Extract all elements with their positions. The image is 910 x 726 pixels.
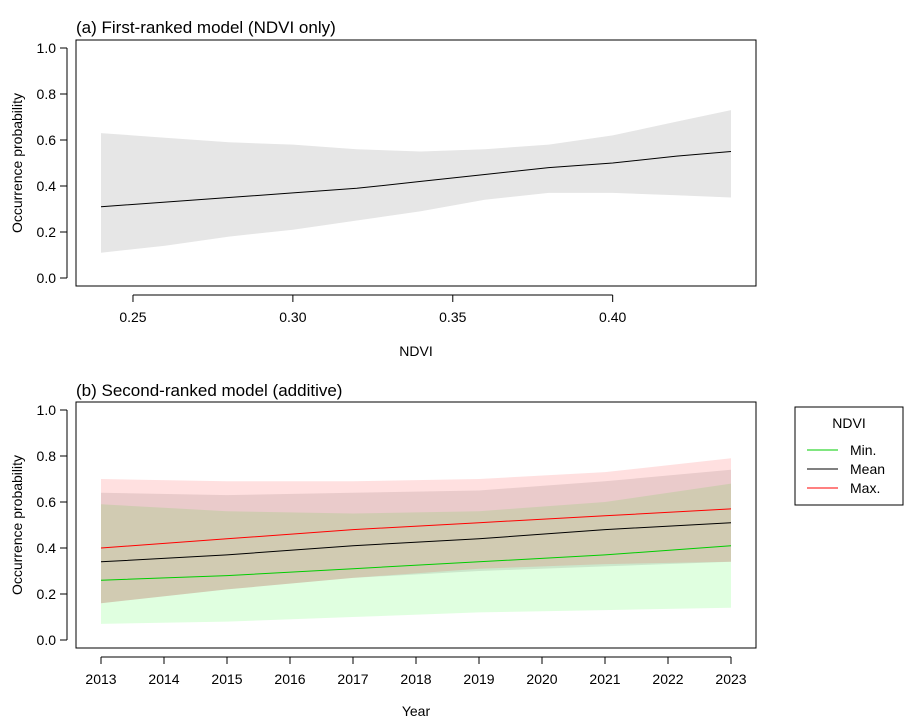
- panel-a-y-axis-label: Occurrence probability: [9, 93, 25, 233]
- b-x-tick-label: 2022: [652, 671, 683, 687]
- a-y-tick-label: 0.6: [37, 132, 57, 148]
- b-x-tick-label: 2018: [400, 671, 431, 687]
- panel-b-lines: [100, 508, 732, 581]
- legend-label-min: Min.: [850, 442, 876, 458]
- legend-label-max: Max.: [850, 480, 880, 496]
- legend: NDVI Min. Mean Max.: [794, 406, 904, 506]
- panel-a-y-axis: 0.0 0.2 0.4 0.6 0.8 1.0: [37, 40, 68, 286]
- a-x-tick-label: 0.25: [119, 309, 146, 325]
- panel-b-y-axis-label: Occurrence probability: [9, 455, 25, 595]
- panel-a-plot-frame: [75, 39, 757, 287]
- panel-a-x-axis: 0.25 0.30 0.35 0.40: [119, 294, 627, 325]
- b-confidence-band-max: [101, 458, 731, 604]
- b-y-tick-label: 1.0: [37, 402, 57, 418]
- legend-items: Min. Mean Max.: [807, 442, 885, 496]
- b-y-tick-label: 0.8: [37, 448, 57, 464]
- a-mean-line-series: [100, 151, 732, 208]
- b-x-tick-label: 2020: [526, 671, 557, 687]
- b-mean-line-min: [100, 545, 732, 581]
- panel-a-title: (a) First-ranked model (NDVI only): [76, 18, 336, 37]
- legend-label-mean: Mean: [850, 461, 885, 477]
- legend-title: NDVI: [832, 415, 865, 431]
- panel-a-x-axis-label: NDVI: [399, 343, 432, 359]
- panel-b-x-axis: 2013 2014 2015 2016 2017 2018 2019 2020 2021 2022…: [85, 656, 747, 687]
- b-x-tick-label: 2015: [211, 671, 242, 687]
- panel-b-bands: [101, 458, 731, 624]
- a-y-tick-label: 1.0: [37, 40, 57, 56]
- b-mean-line-max: [100, 508, 732, 549]
- a-x-tick-label: 0.30: [279, 309, 306, 325]
- b-x-tick-label: 2023: [715, 671, 746, 687]
- b-y-tick-label: 0.4: [37, 540, 57, 556]
- b-confidence-band-min: [101, 483, 731, 624]
- panel-a: (a) First-ranked model (NDVI only) 0.25 0…: [9, 18, 757, 359]
- panel-b-x-axis-label: Year: [402, 703, 431, 719]
- b-y-tick-label: 0.0: [37, 632, 57, 648]
- a-x-tick-label: 0.35: [439, 309, 466, 325]
- b-confidence-band-mean: [101, 469, 731, 604]
- b-x-tick-label: 2016: [274, 671, 305, 687]
- panel-b-title: (b) Second-ranked model (additive): [76, 381, 342, 400]
- panel-b-y-axis: 0.0 0.2 0.4 0.6 0.8 1.0: [37, 402, 68, 648]
- b-y-tick-label: 0.2: [37, 586, 57, 602]
- panel-b-plot-frame: [75, 401, 757, 649]
- legend-box: [794, 406, 904, 506]
- b-x-tick-label: 2014: [148, 671, 179, 687]
- b-x-tick-label: 2017: [337, 671, 368, 687]
- panel-a-lines: [100, 151, 732, 208]
- b-mean-line-mean: [100, 522, 732, 563]
- a-y-tick-label: 0.2: [37, 224, 57, 240]
- a-y-tick-label: 0.8: [37, 86, 57, 102]
- panel-a-bands: [101, 110, 731, 253]
- a-y-tick-label: 0.4: [37, 178, 57, 194]
- b-y-tick-label: 0.6: [37, 494, 57, 510]
- a-confidence-band-series: [101, 110, 731, 253]
- b-x-tick-label: 2019: [463, 671, 494, 687]
- a-y-tick-label: 0.0: [37, 270, 57, 286]
- panel-b: (b) Second-ranked model (additive) 2013 2…: [9, 381, 904, 719]
- a-x-tick-label: 0.40: [599, 309, 626, 325]
- b-x-tick-label: 2021: [589, 671, 620, 687]
- b-x-tick-label: 2013: [85, 671, 116, 687]
